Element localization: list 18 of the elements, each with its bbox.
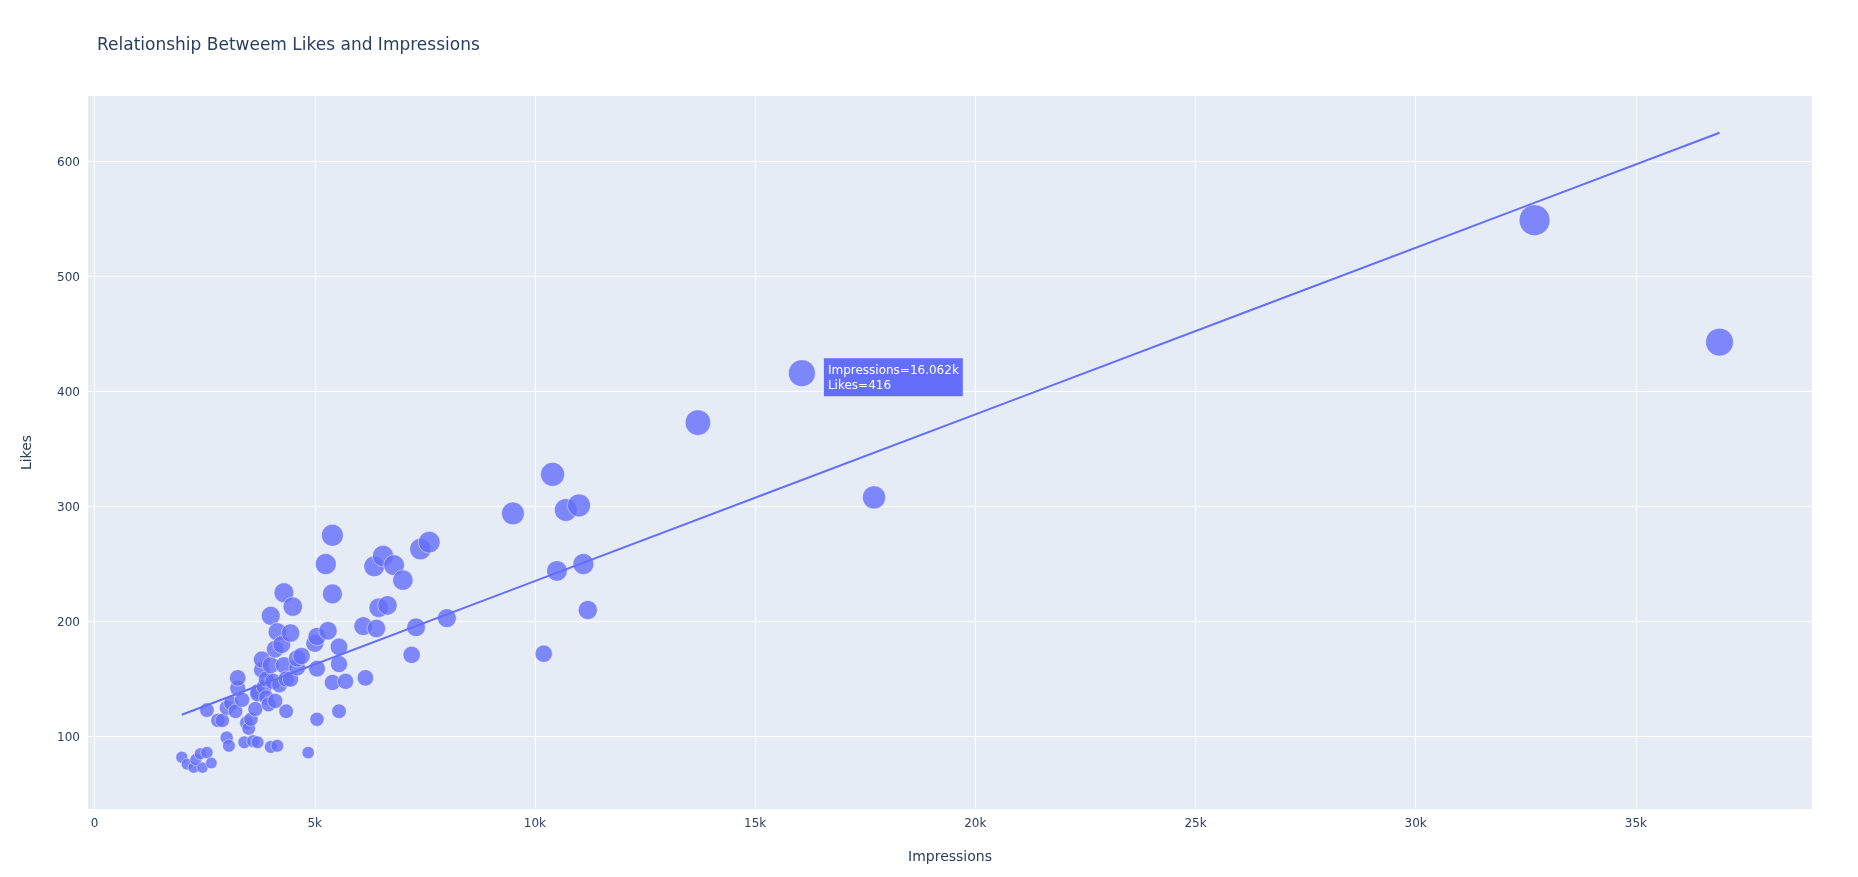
y-tick-label: 200 (57, 614, 80, 629)
x-tick-label: 10k (523, 816, 547, 830)
x-tick-label: 35k (1624, 816, 1648, 830)
x-tick-label: 20k (964, 816, 987, 830)
chart-title: Relationship Betweem Likes and Impressions (97, 33, 480, 54)
x-tick-label: 15k (744, 816, 767, 830)
y-axis-title: Likes (18, 434, 34, 471)
x-tick-label: 0 (90, 816, 99, 830)
x-tick-label: 25k (1184, 816, 1207, 830)
y-tick-label: 300 (57, 499, 80, 514)
annotation: Impressions=16.062k Likes=416 (827, 362, 959, 392)
x-axis-title: Impressions (908, 848, 992, 864)
y-tick-label: 400 (57, 384, 80, 399)
x-tick-label: 30k (1404, 816, 1427, 830)
y-tick-label: 500 (57, 269, 80, 284)
x-tick-label: 5k (307, 816, 323, 830)
y-tick-label: 600 (57, 154, 80, 169)
y-tick-label: 100 (57, 729, 80, 744)
